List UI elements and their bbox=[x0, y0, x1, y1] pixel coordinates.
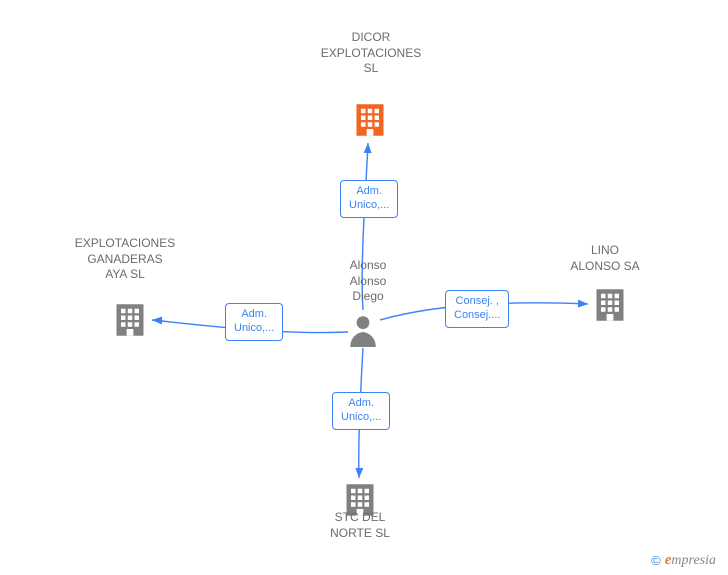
watermark-copyright: © bbox=[651, 553, 661, 568]
building-icon bbox=[352, 102, 388, 143]
edge-arrowhead bbox=[578, 300, 588, 308]
building-icon bbox=[592, 287, 628, 328]
company-node-label: DICOR EXPLOTACIONES SL bbox=[316, 30, 426, 77]
building-icon bbox=[112, 302, 148, 343]
edge-arrowhead bbox=[364, 143, 372, 153]
edge-label: Consej. , Consej.... bbox=[445, 290, 509, 328]
edge-arrowhead bbox=[152, 316, 162, 325]
edge-label: Adm. Unico,... bbox=[225, 303, 283, 341]
watermark-rest: mpresia bbox=[671, 553, 716, 568]
center-node-label: Alonso Alonso Diego bbox=[338, 258, 398, 305]
watermark: © empresia bbox=[651, 552, 716, 569]
person-icon bbox=[346, 313, 380, 352]
company-node-label: EXPLOTACIONES GANADERAS AYA SL bbox=[65, 236, 185, 283]
company-node-label: LINO ALONSO SA bbox=[560, 243, 650, 274]
company-node-label: STC DEL NORTE SL bbox=[320, 510, 400, 541]
edge-label: Adm. Unico,... bbox=[340, 180, 398, 218]
edge-arrowhead bbox=[355, 468, 363, 478]
edge-label: Adm. Unico,... bbox=[332, 392, 390, 430]
